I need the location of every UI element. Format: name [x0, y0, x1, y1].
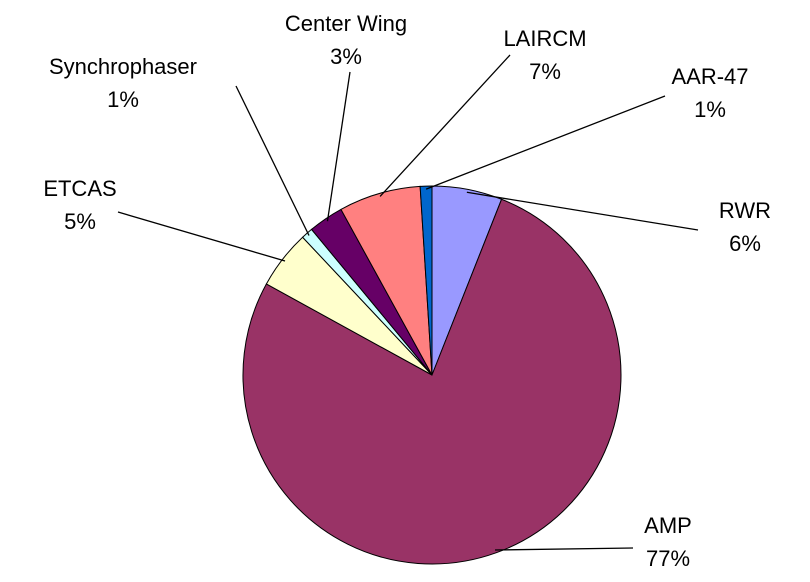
leader-line [235, 85, 310, 236]
slice-value-label: 77% [646, 546, 690, 571]
slice-value-label: 7% [529, 59, 561, 84]
slice-value-label: 6% [729, 231, 761, 256]
leader-line [379, 54, 511, 197]
leader-line [425, 95, 666, 190]
slice-label: Center Wing [285, 11, 407, 36]
slice-label: Synchrophaser [49, 54, 197, 79]
pie-slice [242, 198, 622, 565]
slice-label: AAR-47 [671, 64, 748, 89]
slice-value-label: 3% [330, 44, 362, 69]
slice-value-label: 5% [64, 209, 96, 234]
pie-slice [419, 185, 433, 376]
slice-value-label: 1% [694, 97, 726, 122]
leader-line [326, 71, 351, 222]
slice-label: RWR [719, 198, 771, 223]
slice-label: AMP [644, 513, 692, 538]
slice-label: LAIRCM [503, 26, 586, 51]
leader-line [117, 211, 286, 262]
leader-line [466, 191, 699, 231]
slice-value-label: 1% [107, 87, 139, 112]
leader-line [494, 547, 634, 551]
slice-label: ETCAS [43, 176, 116, 201]
